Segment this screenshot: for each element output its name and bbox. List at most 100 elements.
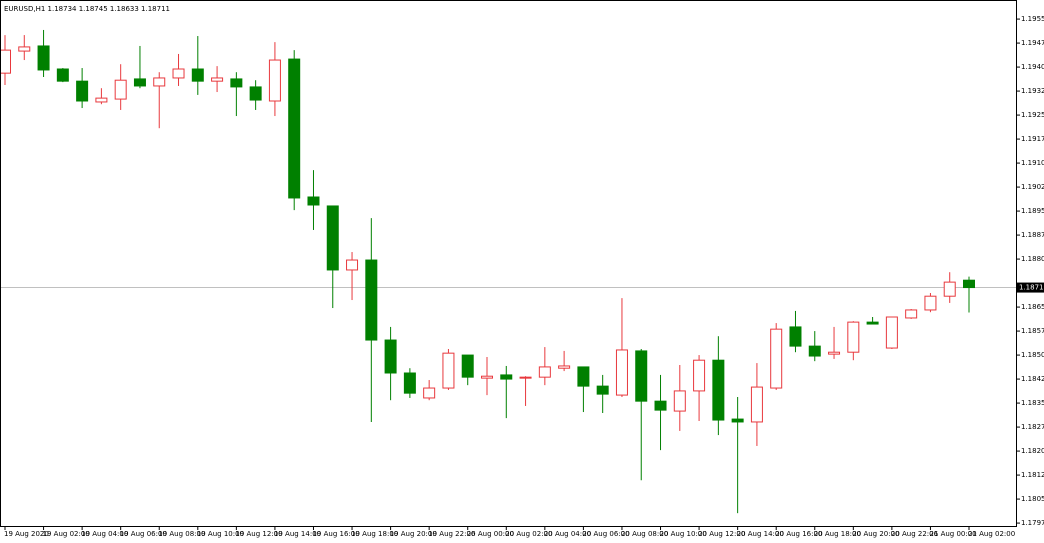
candle-body xyxy=(866,321,879,325)
candle-body xyxy=(596,385,609,395)
candle-body xyxy=(288,58,301,199)
candle-body xyxy=(558,365,571,369)
y-tick-label: 1.17975 xyxy=(1021,519,1044,527)
x-tick-label: 20 Aug 10:00 xyxy=(660,530,707,538)
chart-title: EURUSD,H1 1.18734 1.18745 1.18633 1.1871… xyxy=(4,5,170,13)
y-tick-label: 1.18950 xyxy=(1021,207,1044,215)
candle-body xyxy=(461,354,474,378)
candle-body xyxy=(346,259,359,271)
x-tick-label: 19 Aug 14:00 xyxy=(274,530,321,538)
candle-body xyxy=(56,68,69,82)
candle-body xyxy=(423,387,436,399)
y-tick-label: 1.18800 xyxy=(1021,255,1044,263)
x-tick-label: 20 Aug 08:00 xyxy=(621,530,668,538)
current-price-box xyxy=(1017,282,1044,293)
candle-body xyxy=(403,372,416,394)
y-tick-label: 1.18425 xyxy=(1021,375,1044,383)
candle-body xyxy=(963,279,975,289)
x-tick-label: 20 Aug 20:00 xyxy=(852,530,899,538)
candle-body xyxy=(712,359,725,421)
y-tick-label: 1.18350 xyxy=(1021,399,1044,407)
x-tick-label: 20 Aug 02:00 xyxy=(505,530,552,538)
x-tick-label: 19 Aug 18:00 xyxy=(351,530,398,538)
y-tick-label: 1.19100 xyxy=(1021,159,1044,167)
candle-body xyxy=(442,352,455,389)
candle-body xyxy=(885,316,898,349)
candle-body xyxy=(18,46,31,52)
candle-body xyxy=(577,366,590,387)
candle-body xyxy=(693,359,706,392)
candle-body xyxy=(211,77,224,82)
candle-body xyxy=(808,345,821,357)
candle-body xyxy=(538,366,551,378)
candle-body xyxy=(847,321,860,353)
candle-body xyxy=(114,79,127,100)
y-tick-label: 1.19025 xyxy=(1021,183,1044,191)
y-tick-label: 1.18650 xyxy=(1021,303,1044,311)
plot-frame xyxy=(0,0,1017,527)
candle-body xyxy=(191,68,204,82)
x-tick-label: 19 Aug 12:00 xyxy=(235,530,282,538)
x-tick-label: 19 Aug 10:00 xyxy=(197,530,244,538)
candle-body xyxy=(384,339,397,374)
y-tick-label: 1.18050 xyxy=(1021,495,1044,503)
candle-body xyxy=(519,376,532,379)
candle-body xyxy=(828,351,841,355)
y-tick-label: 1.18875 xyxy=(1021,231,1044,239)
x-tick-label: 21 Aug 02:00 xyxy=(968,530,1015,538)
y-tick-label: 1.18500 xyxy=(1021,351,1044,359)
candle-body xyxy=(95,97,108,103)
candle-body xyxy=(654,400,667,411)
x-tick-label: 20 Aug 16:00 xyxy=(775,530,822,538)
x-tick-label: 20 Aug 14:00 xyxy=(737,530,784,538)
x-tick-label: 20 Aug 22:06 xyxy=(891,530,939,538)
candle-body xyxy=(905,309,918,319)
y-tick-label: 1.19250 xyxy=(1021,111,1044,119)
x-tick-label: 21 Aug 00:00 xyxy=(929,530,976,538)
candle-body xyxy=(770,328,783,389)
candle-body xyxy=(615,349,628,396)
candle-body xyxy=(789,326,802,347)
y-tick-label: 1.18575 xyxy=(1021,327,1044,335)
candle-body xyxy=(172,68,185,79)
candle-body xyxy=(230,78,243,88)
x-tick-label: 20 Aug 00:00 xyxy=(467,530,514,538)
candle-body xyxy=(326,205,339,271)
candle-body xyxy=(268,59,281,102)
candle-body xyxy=(153,77,166,87)
y-tick-label: 1.19400 xyxy=(1021,63,1044,71)
x-tick-label: 19 Aug 02:00 xyxy=(43,530,90,538)
y-tick-label: 1.19475 xyxy=(1021,39,1044,47)
candle-body xyxy=(500,374,513,380)
candle-body xyxy=(943,281,956,297)
y-tick-label: 1.19175 xyxy=(1021,135,1044,143)
candle-body xyxy=(731,418,744,423)
y-tick-label: 1.19550 xyxy=(1021,15,1044,23)
candle-body xyxy=(76,80,89,102)
x-tick-label: 19 Aug 06:00 xyxy=(120,530,167,538)
x-tick-label: 19 Aug 20:00 xyxy=(390,530,437,538)
candle-body xyxy=(365,259,378,341)
x-tick-label: 19 Aug 2020 xyxy=(4,530,49,538)
candle-body xyxy=(1,49,11,74)
candle-body xyxy=(37,45,50,71)
x-tick-label: 20 Aug 12:00 xyxy=(698,530,745,538)
candle-body xyxy=(481,375,493,379)
current-price-label: 1.18711 xyxy=(1019,284,1044,292)
x-tick-label: 20 Aug 04:00 xyxy=(544,530,591,538)
candle-body xyxy=(750,386,763,423)
x-tick-label: 20 Aug 06:00 xyxy=(582,530,629,538)
candle-body xyxy=(673,390,686,412)
x-tick-label: 20 Aug 18:00 xyxy=(814,530,861,538)
candle-body xyxy=(133,78,146,87)
x-tick-label: 19 Aug 16:00 xyxy=(312,530,359,538)
y-tick-label: 1.18275 xyxy=(1021,423,1044,431)
candle-body xyxy=(924,295,937,311)
x-tick-label: 19 Aug 22:06 xyxy=(428,530,476,538)
y-tick-label: 1.18125 xyxy=(1021,471,1044,479)
candle-body xyxy=(635,350,648,402)
y-tick-label: 1.18200 xyxy=(1021,447,1044,455)
x-tick-label: 19 Aug 08:00 xyxy=(158,530,205,538)
